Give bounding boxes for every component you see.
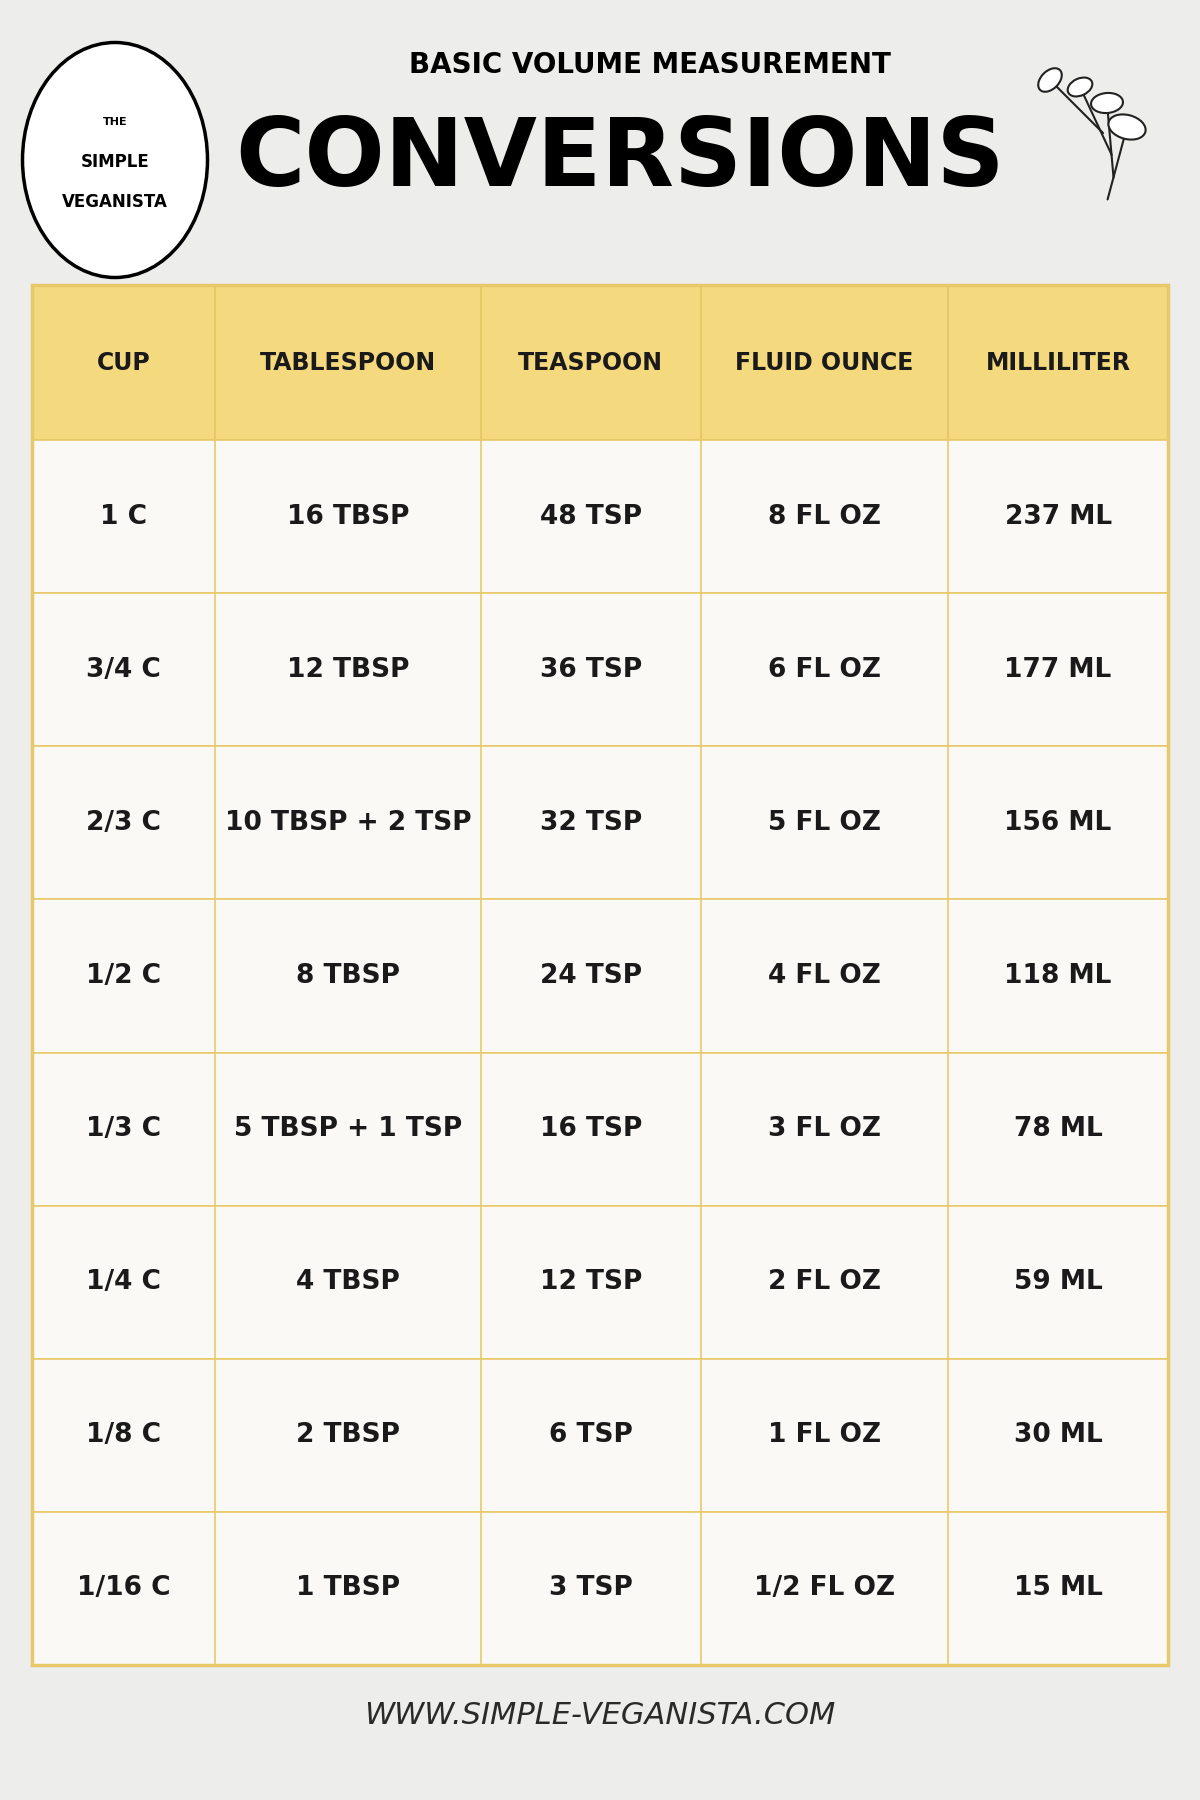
Text: 5 FL OZ: 5 FL OZ [768, 810, 881, 835]
Text: 2/3 C: 2/3 C [86, 810, 161, 835]
FancyBboxPatch shape [32, 1206, 1168, 1359]
Text: 59 ML: 59 ML [1014, 1269, 1103, 1296]
FancyBboxPatch shape [32, 284, 1168, 439]
FancyBboxPatch shape [32, 594, 1168, 747]
Text: 16 TBSP: 16 TBSP [287, 504, 409, 529]
Text: 1 TBSP: 1 TBSP [296, 1575, 400, 1602]
Text: 12 TSP: 12 TSP [540, 1269, 642, 1296]
Text: THE: THE [103, 117, 127, 128]
Text: 1/2 C: 1/2 C [86, 963, 161, 988]
Text: 12 TBSP: 12 TBSP [287, 657, 409, 682]
Text: 30 ML: 30 ML [1014, 1422, 1103, 1449]
Text: 118 ML: 118 ML [1004, 963, 1111, 988]
Text: 5 TBSP + 1 TSP: 5 TBSP + 1 TSP [234, 1116, 462, 1141]
FancyBboxPatch shape [32, 1512, 1168, 1665]
Text: 48 TSP: 48 TSP [540, 504, 642, 529]
Text: 3/4 C: 3/4 C [86, 657, 161, 682]
Ellipse shape [1091, 94, 1123, 113]
Text: FLUID OUNCE: FLUID OUNCE [736, 351, 913, 374]
Text: 1/8 C: 1/8 C [86, 1422, 161, 1449]
FancyBboxPatch shape [32, 747, 1168, 900]
Text: 1/4 C: 1/4 C [86, 1269, 161, 1296]
Text: BASIC VOLUME MEASUREMENT: BASIC VOLUME MEASUREMENT [409, 50, 890, 79]
Text: 1/2 FL OZ: 1/2 FL OZ [754, 1575, 895, 1602]
FancyBboxPatch shape [32, 439, 1168, 594]
Text: 1/3 C: 1/3 C [86, 1116, 161, 1141]
FancyBboxPatch shape [32, 900, 1168, 1053]
Text: 36 TSP: 36 TSP [540, 657, 642, 682]
FancyBboxPatch shape [32, 1359, 1168, 1512]
Text: 237 ML: 237 ML [1004, 504, 1111, 529]
Text: 32 TSP: 32 TSP [540, 810, 642, 835]
Text: MILLILITER: MILLILITER [985, 351, 1130, 374]
Text: 24 TSP: 24 TSP [540, 963, 642, 988]
Text: 1/16 C: 1/16 C [77, 1575, 170, 1602]
FancyBboxPatch shape [32, 1053, 1168, 1206]
Ellipse shape [1068, 77, 1092, 97]
Text: 177 ML: 177 ML [1004, 657, 1111, 682]
Text: TABLESPOON: TABLESPOON [260, 351, 436, 374]
Text: 2 TBSP: 2 TBSP [296, 1422, 400, 1449]
Text: 8 TBSP: 8 TBSP [296, 963, 400, 988]
Text: 78 ML: 78 ML [1014, 1116, 1103, 1141]
Text: 4 TBSP: 4 TBSP [296, 1269, 400, 1296]
Text: 156 ML: 156 ML [1004, 810, 1111, 835]
Text: 6 TSP: 6 TSP [548, 1422, 632, 1449]
Text: 1 FL OZ: 1 FL OZ [768, 1422, 881, 1449]
Ellipse shape [1038, 68, 1062, 92]
Text: 6 FL OZ: 6 FL OZ [768, 657, 881, 682]
Text: SIMPLE: SIMPLE [80, 153, 149, 171]
Text: 3 FL OZ: 3 FL OZ [768, 1116, 881, 1141]
Text: 3 TSP: 3 TSP [548, 1575, 632, 1602]
Text: 15 ML: 15 ML [1014, 1575, 1103, 1602]
Text: 10 TBSP + 2 TSP: 10 TBSP + 2 TSP [224, 810, 472, 835]
Text: 16 TSP: 16 TSP [540, 1116, 642, 1141]
Text: 2 FL OZ: 2 FL OZ [768, 1269, 881, 1296]
Text: TEASPOON: TEASPOON [518, 351, 664, 374]
Text: VEGANISTA: VEGANISTA [62, 193, 168, 211]
Text: CUP: CUP [97, 351, 150, 374]
Text: 8 FL OZ: 8 FL OZ [768, 504, 881, 529]
Text: CONVERSIONS: CONVERSIONS [235, 113, 1004, 205]
Ellipse shape [1109, 115, 1146, 140]
Text: 4 FL OZ: 4 FL OZ [768, 963, 881, 988]
Text: WWW.SIMPLE-VEGANISTA.COM: WWW.SIMPLE-VEGANISTA.COM [365, 1701, 835, 1730]
Text: 1 C: 1 C [100, 504, 148, 529]
Ellipse shape [23, 43, 208, 277]
